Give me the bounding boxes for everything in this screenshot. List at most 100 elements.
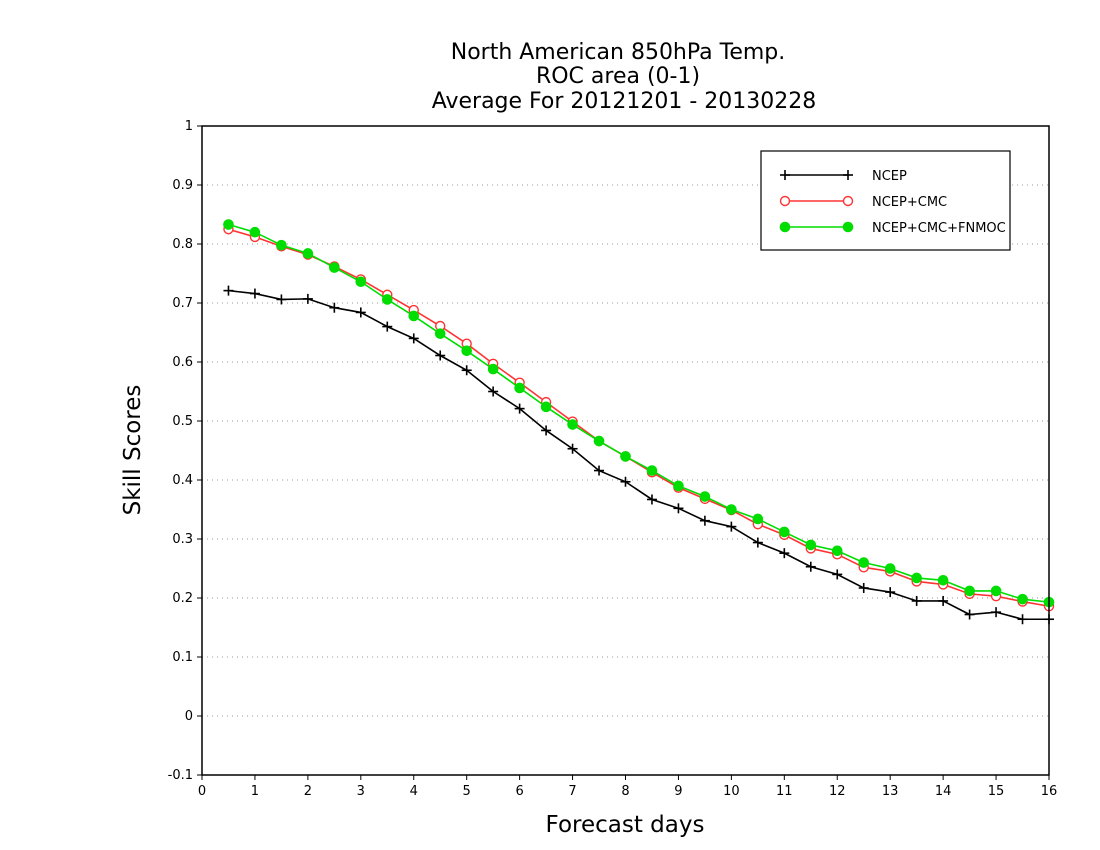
- x-axis-label: Forecast days: [546, 812, 705, 838]
- y-axis-ticks: -0.1 0 0.1 0.2 0.3 0.4 0.5 0.6 0.7 0.8 0.9 1: [168, 119, 202, 783]
- data-point: [488, 386, 499, 397]
- x-tick-label: 7: [568, 784, 576, 799]
- y-tick-label: 1: [185, 119, 193, 134]
- data-point: [832, 569, 843, 580]
- data-point: [540, 401, 552, 413]
- data-point: [461, 365, 472, 376]
- y-tick-label: 0.1: [172, 650, 193, 665]
- data-point: [461, 345, 472, 357]
- x-tick-label: 14: [935, 784, 952, 799]
- data-point: [620, 451, 631, 462]
- data-point: [911, 595, 922, 606]
- data-point: [726, 504, 737, 515]
- data-point: [408, 310, 420, 322]
- data-point: [911, 572, 922, 584]
- y-axis-label: Skill Scores: [120, 385, 146, 516]
- x-tick-label: 9: [674, 784, 682, 799]
- data-point: [673, 503, 684, 514]
- y-tick-label: 0.9: [172, 178, 193, 193]
- data-point: [805, 561, 816, 572]
- data-point: [567, 419, 578, 430]
- series-line: [228, 289, 1049, 621]
- legend-entry: NCEP+CMC+FNMOC: [779, 221, 1006, 236]
- x-tick-label: 10: [723, 784, 740, 799]
- data-point: [487, 363, 499, 375]
- legend-marker: [843, 170, 853, 180]
- data-point: [355, 276, 367, 288]
- legend-entry: NCEP: [780, 169, 907, 184]
- data-point: [223, 285, 234, 296]
- legend-entry: NCEP+CMC: [779, 195, 947, 210]
- data-point: [302, 248, 314, 259]
- x-tick-label: 2: [304, 784, 312, 799]
- data-point: [831, 545, 843, 557]
- x-tick-label: 15: [988, 784, 1005, 799]
- title-line-1: North American 850hPa Temp.: [451, 40, 786, 65]
- data-point: [381, 294, 393, 305]
- x-tick-label: 3: [357, 784, 365, 799]
- data-point: [1017, 614, 1028, 625]
- series-ncep-cmc: [223, 224, 1055, 612]
- data-point: [355, 307, 366, 318]
- data-point: [779, 548, 790, 559]
- data-point: [408, 333, 419, 344]
- y-tick-label: 0.6: [172, 355, 193, 370]
- y-tick-label: 0.2: [172, 591, 193, 606]
- data-point: [726, 521, 737, 532]
- data-point: [752, 513, 764, 525]
- data-point: [329, 302, 340, 313]
- x-tick-label: 12: [829, 784, 846, 799]
- x-tick-label: 11: [776, 784, 793, 799]
- data-point: [938, 595, 949, 606]
- x-tick-label: 0: [198, 784, 206, 799]
- data-point: [673, 480, 684, 492]
- data-point: [990, 585, 1002, 597]
- data-point: [646, 465, 658, 476]
- y-tick-label: -0.1: [168, 768, 193, 783]
- data-point: [567, 443, 578, 454]
- series-ncep: [223, 285, 1054, 625]
- data-point: [276, 294, 287, 305]
- x-axis-ticks: 0 1 2 3 4 5 6 7 8 9 10 11 12 13 14 15 16: [198, 775, 1057, 799]
- chart-title: North American 850hPa Temp. ROC area (0-…: [432, 40, 817, 114]
- data-point: [991, 607, 1002, 618]
- data-point: [329, 262, 340, 273]
- x-tick-label: 8: [621, 784, 629, 799]
- x-tick-label: 4: [410, 784, 418, 799]
- title-line-2: ROC area (0-1): [536, 64, 700, 89]
- data-point: [858, 582, 869, 593]
- data-point: [752, 537, 763, 548]
- data-point: [805, 539, 817, 551]
- data-point: [964, 609, 975, 620]
- legend-marker: [842, 195, 854, 207]
- data-point: [699, 515, 710, 526]
- legend-label: NCEP+CMC+FNMOC: [872, 221, 1006, 236]
- y-tick-label: 0.8: [172, 237, 193, 252]
- data-point: [541, 425, 552, 436]
- y-tick-label: 0.7: [172, 296, 193, 311]
- series-line: [228, 223, 1050, 603]
- data-point: [858, 557, 870, 568]
- data-point: [514, 382, 525, 394]
- data-point: [779, 526, 790, 538]
- data-point: [382, 321, 393, 332]
- legend-label: NCEP: [872, 169, 907, 184]
- data-point: [435, 350, 446, 361]
- legend-label: NCEP+CMC: [872, 195, 947, 210]
- data-point: [434, 328, 446, 339]
- series-lines: [223, 219, 1055, 625]
- y-tick-label: 0: [185, 709, 193, 724]
- data-point: [302, 293, 313, 304]
- series-ncep-cmc-fnmoc: [223, 219, 1055, 608]
- data-point: [964, 585, 975, 597]
- legend-marker: [842, 221, 854, 233]
- data-point: [885, 587, 896, 598]
- data-point: [593, 435, 605, 447]
- data-point: [646, 494, 657, 505]
- x-tick-label: 1: [251, 784, 259, 799]
- legend-marker: [780, 170, 790, 180]
- data-point: [884, 563, 896, 574]
- data-point: [937, 575, 949, 586]
